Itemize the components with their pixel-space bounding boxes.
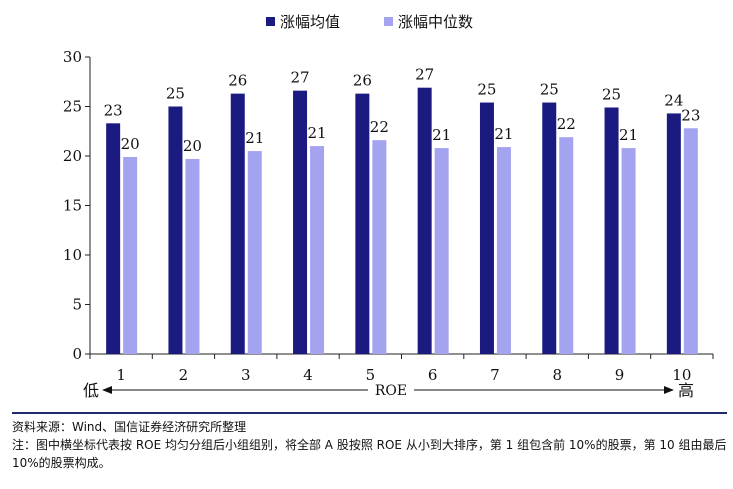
data-label-s2-4: 21 [308, 124, 327, 142]
y-tick-label-25: 25 [63, 98, 82, 116]
legend: 涨幅均值 涨幅中位数 [266, 13, 473, 31]
x-tick-label-10: 10 [672, 366, 691, 384]
legend-swatch-1 [266, 17, 275, 26]
data-label-s2-3: 21 [245, 129, 264, 147]
bar-s1-9 [604, 107, 619, 355]
x-axis-direction: 低 高 ROE [83, 381, 694, 400]
chart-notes: 资料来源：Wind、国信证券经济研究所整理 注：图中横坐标代表按 ROE 均匀分… [12, 412, 727, 472]
bar-s2-8 [559, 137, 574, 354]
data-label-s1-8: 25 [540, 81, 559, 99]
x-tick-label-9: 9 [615, 366, 625, 384]
legend-label-2: 涨幅中位数 [398, 13, 473, 31]
legend-label-1: 涨幅均值 [280, 13, 340, 31]
arrow-head-right [664, 386, 674, 394]
bar-s2-4 [310, 146, 325, 354]
y-tick-label-20: 20 [63, 147, 82, 165]
bar-s2-6 [434, 148, 449, 354]
x-tick-label-2: 2 [179, 366, 189, 384]
legend-swatch-2 [384, 17, 393, 26]
y-tick-label-10: 10 [63, 246, 82, 264]
data-label-s2-6: 21 [432, 126, 451, 144]
bar-s1-6 [417, 87, 432, 354]
x-tick-label-6: 6 [428, 366, 438, 384]
bar-s1-1 [106, 123, 121, 354]
data-label-s1-3: 26 [228, 72, 247, 90]
data-label-s1-1: 23 [104, 101, 123, 119]
data-label-s2-7: 21 [494, 125, 513, 143]
x-axis-title: ROE [375, 383, 407, 399]
data-label-s1-2: 25 [166, 85, 185, 103]
source-note: 资料来源：Wind、国信证券经济研究所整理 [12, 420, 247, 434]
x-tick-label-7: 7 [490, 366, 500, 384]
bar-s1-3 [230, 93, 245, 354]
data-label-s1-7: 25 [477, 81, 496, 99]
bar-s2-2 [185, 158, 200, 354]
bar-s2-1 [123, 156, 138, 354]
y-tick-label-5: 5 [72, 296, 82, 314]
bar-s1-2 [168, 106, 183, 354]
data-label-s1-6: 27 [415, 66, 434, 84]
bar-s1-7 [479, 102, 494, 354]
x-tick-label-8: 8 [552, 366, 562, 384]
data-label-s2-10: 23 [681, 106, 700, 124]
bar-s1-10 [666, 113, 681, 355]
data-label-s2-2: 20 [183, 137, 202, 155]
bar-s1-8 [542, 102, 557, 354]
data-label-s1-10: 24 [664, 91, 683, 109]
y-tick-label-0: 0 [72, 345, 82, 363]
bar-s2-5 [372, 140, 387, 354]
x-high-label: 高 [678, 381, 694, 400]
data-label-s2-8: 22 [557, 115, 576, 133]
data-label-s2-1: 20 [121, 135, 140, 153]
x-tick-label-3: 3 [241, 366, 251, 384]
bar-s2-10 [683, 128, 698, 354]
y-tick-label-15: 15 [63, 197, 82, 215]
bars [106, 87, 698, 355]
bar-s2-7 [496, 147, 511, 354]
footnote: 注：图中横坐标代表按 ROE 均匀分组后小组组别，将全部 A 股按照 ROE 从… [12, 438, 727, 470]
y-tick-label-30: 30 [63, 48, 82, 66]
data-label-s1-4: 27 [291, 69, 310, 87]
x-tick-label-4: 4 [303, 366, 313, 384]
bar-s1-4 [293, 90, 308, 354]
data-label-s1-5: 26 [353, 72, 372, 90]
data-label-s2-9: 21 [619, 126, 638, 144]
bar-s2-3 [247, 151, 262, 354]
x-tick-label-1: 1 [116, 366, 126, 384]
data-label-s1-9: 25 [602, 85, 621, 103]
data-label-s2-5: 22 [370, 118, 389, 136]
bar-s2-9 [621, 148, 636, 354]
x-tick-label-5: 5 [366, 366, 376, 384]
bar-s1-5 [355, 93, 370, 354]
arrow-head-left [102, 386, 112, 394]
x-low-label: 低 [83, 381, 99, 400]
